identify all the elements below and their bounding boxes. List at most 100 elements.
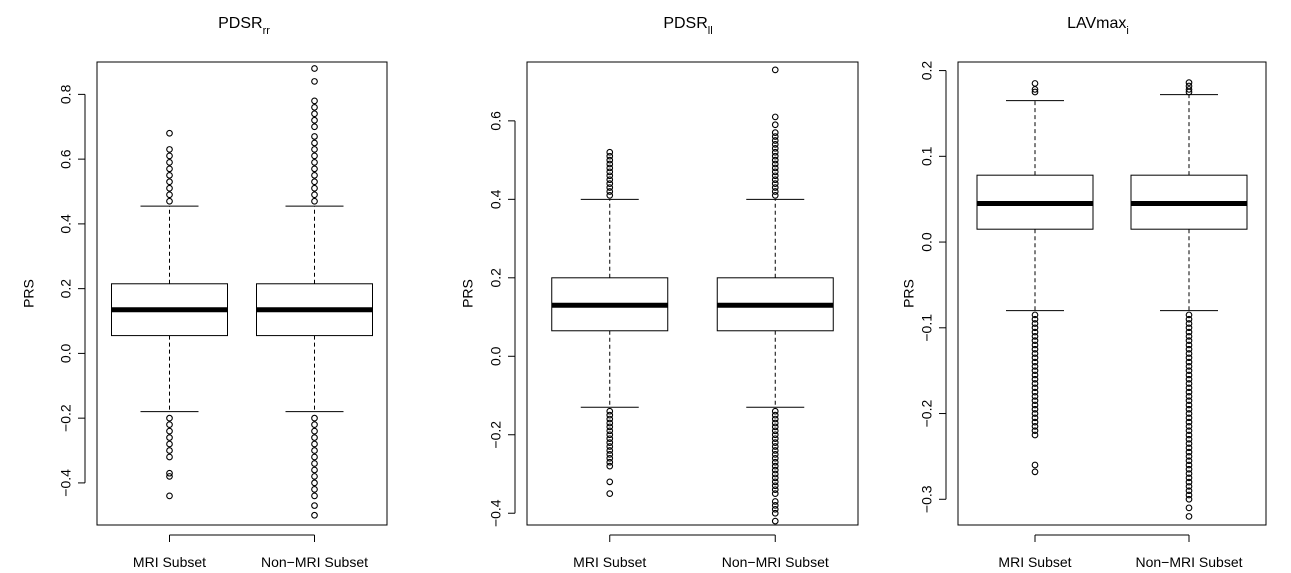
outlier-point: [771, 133, 779, 140]
outlier-point: [311, 139, 318, 147]
outlier-point: [1031, 380, 1039, 387]
outlier-point: [771, 141, 779, 148]
y-tick-label: −0.2: [488, 421, 504, 449]
outlier-point: [166, 492, 173, 500]
outlier-point: [606, 188, 614, 195]
box-1: [551, 148, 669, 497]
outlier-point: [166, 434, 173, 441]
y-tick-label: 0.4: [488, 189, 504, 209]
outlier-point: [606, 458, 614, 466]
outlier-point: [166, 191, 173, 199]
outlier-point: [1031, 354, 1039, 362]
outlier-point: [1185, 367, 1193, 375]
x-category-label: MRI Subset: [133, 554, 206, 570]
box-1: [111, 129, 228, 500]
outlier-point: [606, 447, 614, 454]
outlier-point: [311, 473, 318, 480]
outlier-point: [1185, 405, 1193, 413]
outlier-point: [606, 454, 614, 462]
outlier-point: [771, 505, 779, 513]
outlier-point: [1185, 333, 1193, 340]
y-tick-label: 0.8: [58, 84, 74, 104]
outlier-point: [166, 165, 173, 173]
outlier-point: [1031, 311, 1039, 319]
outlier-point: [1031, 468, 1039, 476]
outlier-point: [1185, 431, 1193, 439]
outlier-point: [1031, 405, 1039, 413]
outlier-point: [771, 462, 779, 470]
outlier-point: [771, 184, 779, 191]
outlier-point: [1031, 414, 1039, 422]
outlier-point: [606, 478, 614, 486]
chart-title-subscript: ll: [708, 25, 713, 37]
outlier-point: [166, 152, 173, 160]
box-1: [976, 80, 1094, 476]
chart-title: PDSRll: [663, 15, 712, 37]
chart-panel-3: LAVmaxi −0.3 −0.2 −0.1 0.0 0.1 0.2 PRS MRI Subse…: [901, 15, 1267, 570]
outlier-point: [606, 407, 614, 415]
outlier-point: [771, 431, 779, 439]
outlier-point: [1185, 470, 1193, 477]
outlier-point: [771, 180, 779, 187]
outlier-point: [1031, 367, 1039, 375]
outlier-point: [771, 423, 779, 431]
y-tick-label: 0.0: [58, 343, 74, 363]
outlier-point: [1185, 393, 1193, 400]
outlier-point: [606, 172, 614, 180]
y-axis-label: PRS: [21, 279, 37, 308]
outlier-point: [311, 65, 318, 72]
outlier-point: [1185, 341, 1193, 349]
outlier-point: [771, 435, 779, 443]
outlier-point: [1185, 384, 1193, 392]
outlier-point: [1185, 337, 1193, 345]
x-category-label: MRI Subset: [573, 554, 646, 570]
y-tick-label: 0.2: [488, 268, 504, 288]
outlier-point: [771, 148, 779, 156]
outlier-point: [771, 144, 779, 152]
outlier-point: [771, 160, 779, 168]
outlier-point: [1185, 375, 1193, 383]
chart-panel-2: PDSRll −0.4 −0.2 0.0 0.2 0.4 0.6 PRS MRI Subset N…: [460, 15, 859, 570]
outlier-point: [311, 152, 318, 160]
outlier-point: [1185, 483, 1193, 490]
outlier-point: [311, 123, 318, 131]
outlier-point: [1185, 358, 1193, 366]
outlier-point: [1031, 341, 1039, 349]
outlier-point: [1185, 435, 1193, 443]
y-tick-label: 0.0: [488, 346, 504, 366]
chart-title: PDSRrr: [218, 15, 270, 37]
outlier-point: [606, 411, 614, 419]
outlier-point: [606, 180, 614, 187]
outlier-point: [1031, 324, 1039, 332]
outlier-point: [1031, 345, 1039, 353]
outlier-point: [1031, 418, 1039, 426]
outlier-point: [1185, 371, 1193, 379]
outlier-point: [1031, 88, 1039, 96]
outlier-point: [311, 103, 318, 111]
outlier-point: [1185, 453, 1193, 460]
chart-title-subscript: rr: [263, 25, 271, 37]
outlier-point: [1031, 350, 1039, 357]
y-tick-label: 0.0: [919, 232, 935, 252]
chart-title-main: LAVmax: [1067, 15, 1126, 32]
y-tick-label: −0.4: [488, 499, 504, 527]
outlier-point: [166, 453, 173, 461]
outlier-point: [1031, 410, 1039, 417]
x-category-label: MRI Subset: [998, 554, 1071, 570]
outlier-point: [1185, 457, 1193, 465]
outlier-point: [311, 178, 318, 186]
outlier-point: [311, 440, 318, 448]
chart-title-main: PDSR: [218, 15, 262, 32]
outlier-point: [606, 462, 614, 470]
outlier-point: [1185, 487, 1193, 495]
outlier-point: [1031, 80, 1039, 87]
outlier-point: [606, 176, 614, 184]
outlier-point: [1185, 311, 1193, 319]
outlier-point: [606, 490, 614, 497]
outlier-point: [771, 470, 779, 478]
outlier-point: [771, 466, 779, 474]
outlier-point: [771, 517, 779, 525]
y-tick-label: 0.6: [488, 111, 504, 131]
outlier-point: [1185, 380, 1193, 387]
chart-title-subscript: i: [1126, 25, 1128, 37]
